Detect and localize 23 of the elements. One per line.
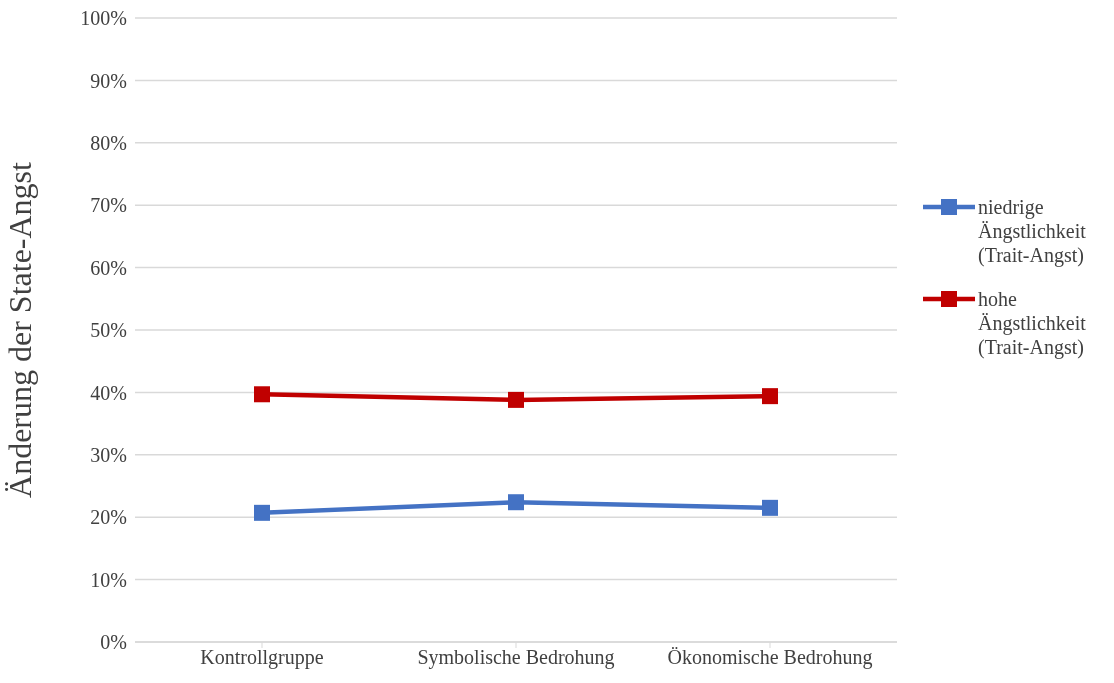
y-tick-label: 70% <box>90 194 127 217</box>
y-tick-label: 10% <box>90 568 127 591</box>
point <box>508 391 524 408</box>
y-tick-label: 90% <box>90 69 127 92</box>
y-tick-label: 30% <box>90 443 127 466</box>
x-tick-label: Symbolische Bedrohung <box>417 646 615 670</box>
point <box>254 386 270 403</box>
legend-label: hohe Ängstlichkeit (Trait-Angst) <box>978 287 1087 359</box>
y-tick-label: 100% <box>80 7 127 30</box>
point <box>508 494 524 511</box>
y-tick-label: 50% <box>90 319 127 342</box>
point <box>254 504 270 521</box>
legend-label: niedrige Ängstlichkeit (Trait-Angst) <box>978 195 1087 267</box>
y-tick-label: 0% <box>100 631 127 654</box>
point <box>762 388 778 405</box>
y-tick-label: 20% <box>90 506 127 529</box>
x-tick-label: Ökonomische Bedrohung <box>667 646 873 670</box>
x-tick-label: Kontrollgruppe <box>200 646 324 670</box>
y-tick-label: 40% <box>90 381 127 404</box>
point <box>762 499 778 516</box>
y-tick-label: 80% <box>90 131 127 154</box>
y-axis-title: Änderung der State-Angst <box>2 161 39 498</box>
y-tick-label: 60% <box>90 256 127 279</box>
